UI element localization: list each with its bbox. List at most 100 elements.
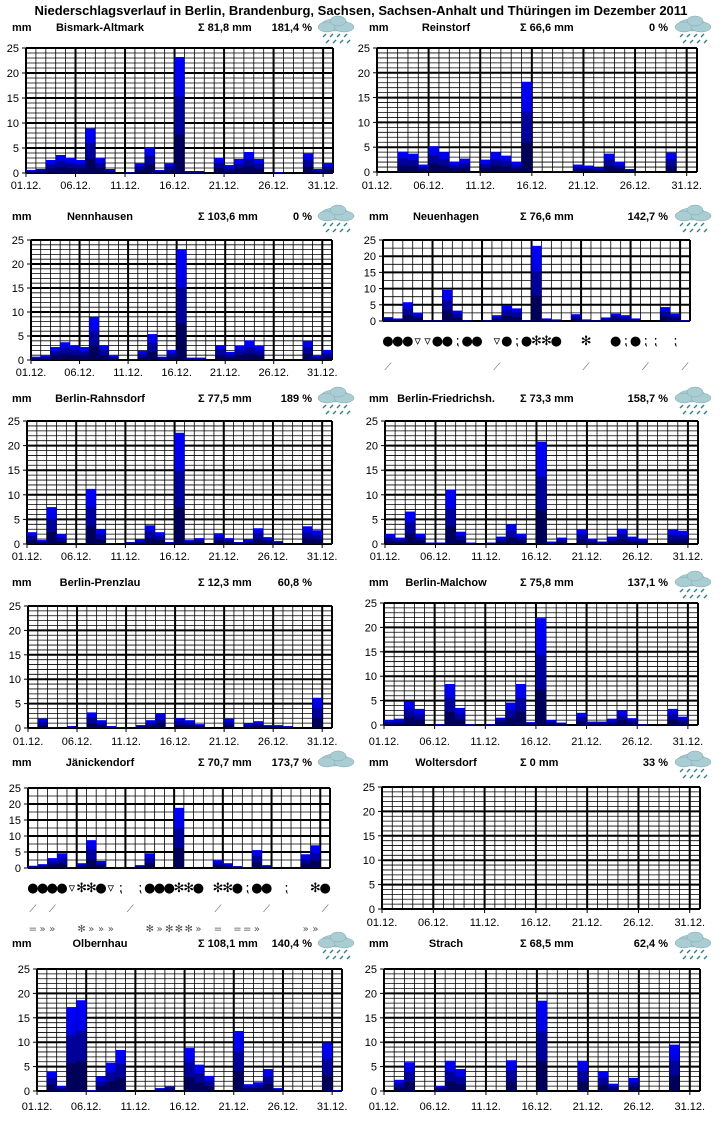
bar-day-22 — [233, 542, 244, 544]
bar-day-23 — [604, 153, 615, 172]
bar-day-13 — [155, 1088, 165, 1091]
bar-day-3 — [47, 727, 58, 728]
bar-day-13 — [500, 155, 512, 172]
bar-day-2 — [35, 169, 46, 173]
weather-symbol: ✻ — [174, 881, 185, 896]
bar-day-14 — [516, 533, 527, 544]
bar-day-1 — [26, 170, 36, 173]
weather-symbol: ● — [261, 881, 272, 896]
bar-day-5 — [65, 158, 76, 173]
bar-day-13 — [147, 334, 158, 360]
bar-day-5 — [425, 542, 436, 544]
bar-day-16 — [535, 618, 547, 725]
percent-of-normal: 33 % — [643, 757, 668, 769]
weather-symbol: ⁏ — [673, 334, 677, 349]
x-tick-label: 11.12. — [465, 180, 495, 192]
y-tick-label: 25 — [7, 43, 19, 55]
weather-symbol: ⟋ — [682, 362, 689, 373]
bar-day-26 — [637, 724, 648, 725]
precipitation-sum: Σ 81,8 mm — [198, 22, 252, 34]
bar-day-12 — [491, 315, 502, 321]
bar-day-20 — [214, 158, 225, 173]
x-tick-label: 01.12. — [13, 736, 44, 748]
weather-symbol: ● — [521, 334, 532, 349]
y-tick-label: 0 — [15, 723, 21, 735]
bar-day-9 — [108, 355, 119, 360]
bar-day-29 — [300, 854, 311, 868]
y-tick-label: 0 — [370, 316, 376, 328]
bar-day-11 — [125, 542, 136, 544]
y-tick-label: 25 — [8, 416, 20, 428]
weather-symbol: ⟋ — [29, 904, 36, 915]
bar-day-21 — [224, 718, 234, 728]
rain-cloud-icon — [674, 750, 712, 779]
y-tick-label: 0 — [14, 539, 20, 551]
x-tick-label: 21.12. — [573, 1101, 604, 1113]
bar-day-8 — [455, 1069, 466, 1091]
bar-day-24 — [254, 345, 265, 360]
y-tick-label: 25 — [365, 964, 377, 976]
station-name: Strach — [429, 938, 464, 950]
y-tick-label: 0 — [24, 1086, 30, 1098]
bar-day-3 — [397, 151, 408, 172]
x-tick-label: 11.12. — [471, 1101, 501, 1113]
bar-day-13 — [501, 305, 512, 321]
unit-label: mm — [12, 22, 32, 34]
plot-area — [377, 48, 697, 172]
bar-day-21 — [224, 165, 234, 173]
bar-day-26 — [272, 541, 283, 544]
bar-day-3 — [46, 507, 57, 544]
station-name: Nennhausen — [67, 211, 133, 223]
station-chart-0: mm Bismark-Altmark Σ 81,8 mm 181,4 % 0 5 10 15 2… — [7, 15, 355, 192]
station-name: Reinstorf — [422, 22, 471, 34]
precipitation-sum: Σ 66,6 mm — [520, 22, 574, 34]
bar-day-16 — [176, 249, 187, 360]
weather-symbol: ⟋ — [384, 362, 391, 373]
bar-day-8 — [455, 531, 466, 544]
bar-day-15 — [525, 722, 536, 725]
x-tick-label: 21.12. — [218, 1101, 249, 1113]
bar-day-2 — [394, 718, 405, 725]
x-tick-label: 16.12. — [521, 551, 552, 563]
weather-symbol: ⁏ — [623, 334, 627, 349]
y-tick-label: 25 — [365, 598, 377, 610]
y-tick-label: 0 — [371, 720, 377, 732]
x-tick-label: 16.12. — [521, 736, 552, 748]
weather-symbol: ✻ — [581, 334, 592, 349]
bar-day-2 — [37, 718, 48, 728]
weather-symbol: ⁏ — [643, 334, 647, 349]
bar-day-16 — [536, 1000, 548, 1091]
bar-day-17 — [546, 720, 557, 725]
bar-day-14 — [164, 1086, 175, 1091]
bar-day-29 — [667, 529, 678, 544]
y-tick-label: 20 — [12, 259, 24, 271]
bar-day-5 — [418, 164, 429, 172]
bar-day-24 — [253, 528, 264, 544]
weather-symbol: ● — [501, 334, 512, 349]
weather-symbol: ✻ — [183, 881, 194, 896]
bar-day-21 — [222, 863, 233, 868]
weather-symbol: » — [98, 924, 104, 935]
bar-day-7 — [96, 1076, 106, 1091]
station-name: Berlin-Friedrichsh. — [397, 393, 495, 405]
page-title: Niederschlagsverlauf in Berlin, Brandenb… — [34, 3, 687, 18]
weather-symbol: ▿ — [414, 334, 421, 349]
bar-day-3 — [404, 701, 415, 725]
weather-symbol: » — [108, 924, 114, 935]
x-tick-label: 26.12. — [258, 180, 289, 192]
station-chart-8: mm Jänickendorf Σ 70,7 mm 173,7 % 0 5 10 15 20 25… — [9, 750, 355, 935]
x-tick-label: 06.12. — [420, 1101, 451, 1113]
bar-day-16 — [174, 432, 185, 544]
bar-day-4 — [407, 153, 419, 172]
weather-symbol: ● — [471, 334, 482, 349]
bar-day-25 — [627, 536, 638, 544]
x-tick-label: 31.12. — [674, 917, 705, 929]
bar-day-9 — [115, 1050, 126, 1091]
bar-day-9 — [105, 169, 116, 173]
bar-day-7 — [445, 489, 456, 544]
bar-day-12 — [135, 725, 146, 728]
bar-day-26 — [630, 318, 641, 321]
bar-day-5 — [66, 543, 77, 544]
station-name: Jänickendorf — [66, 757, 135, 769]
bar-day-30 — [312, 697, 323, 728]
